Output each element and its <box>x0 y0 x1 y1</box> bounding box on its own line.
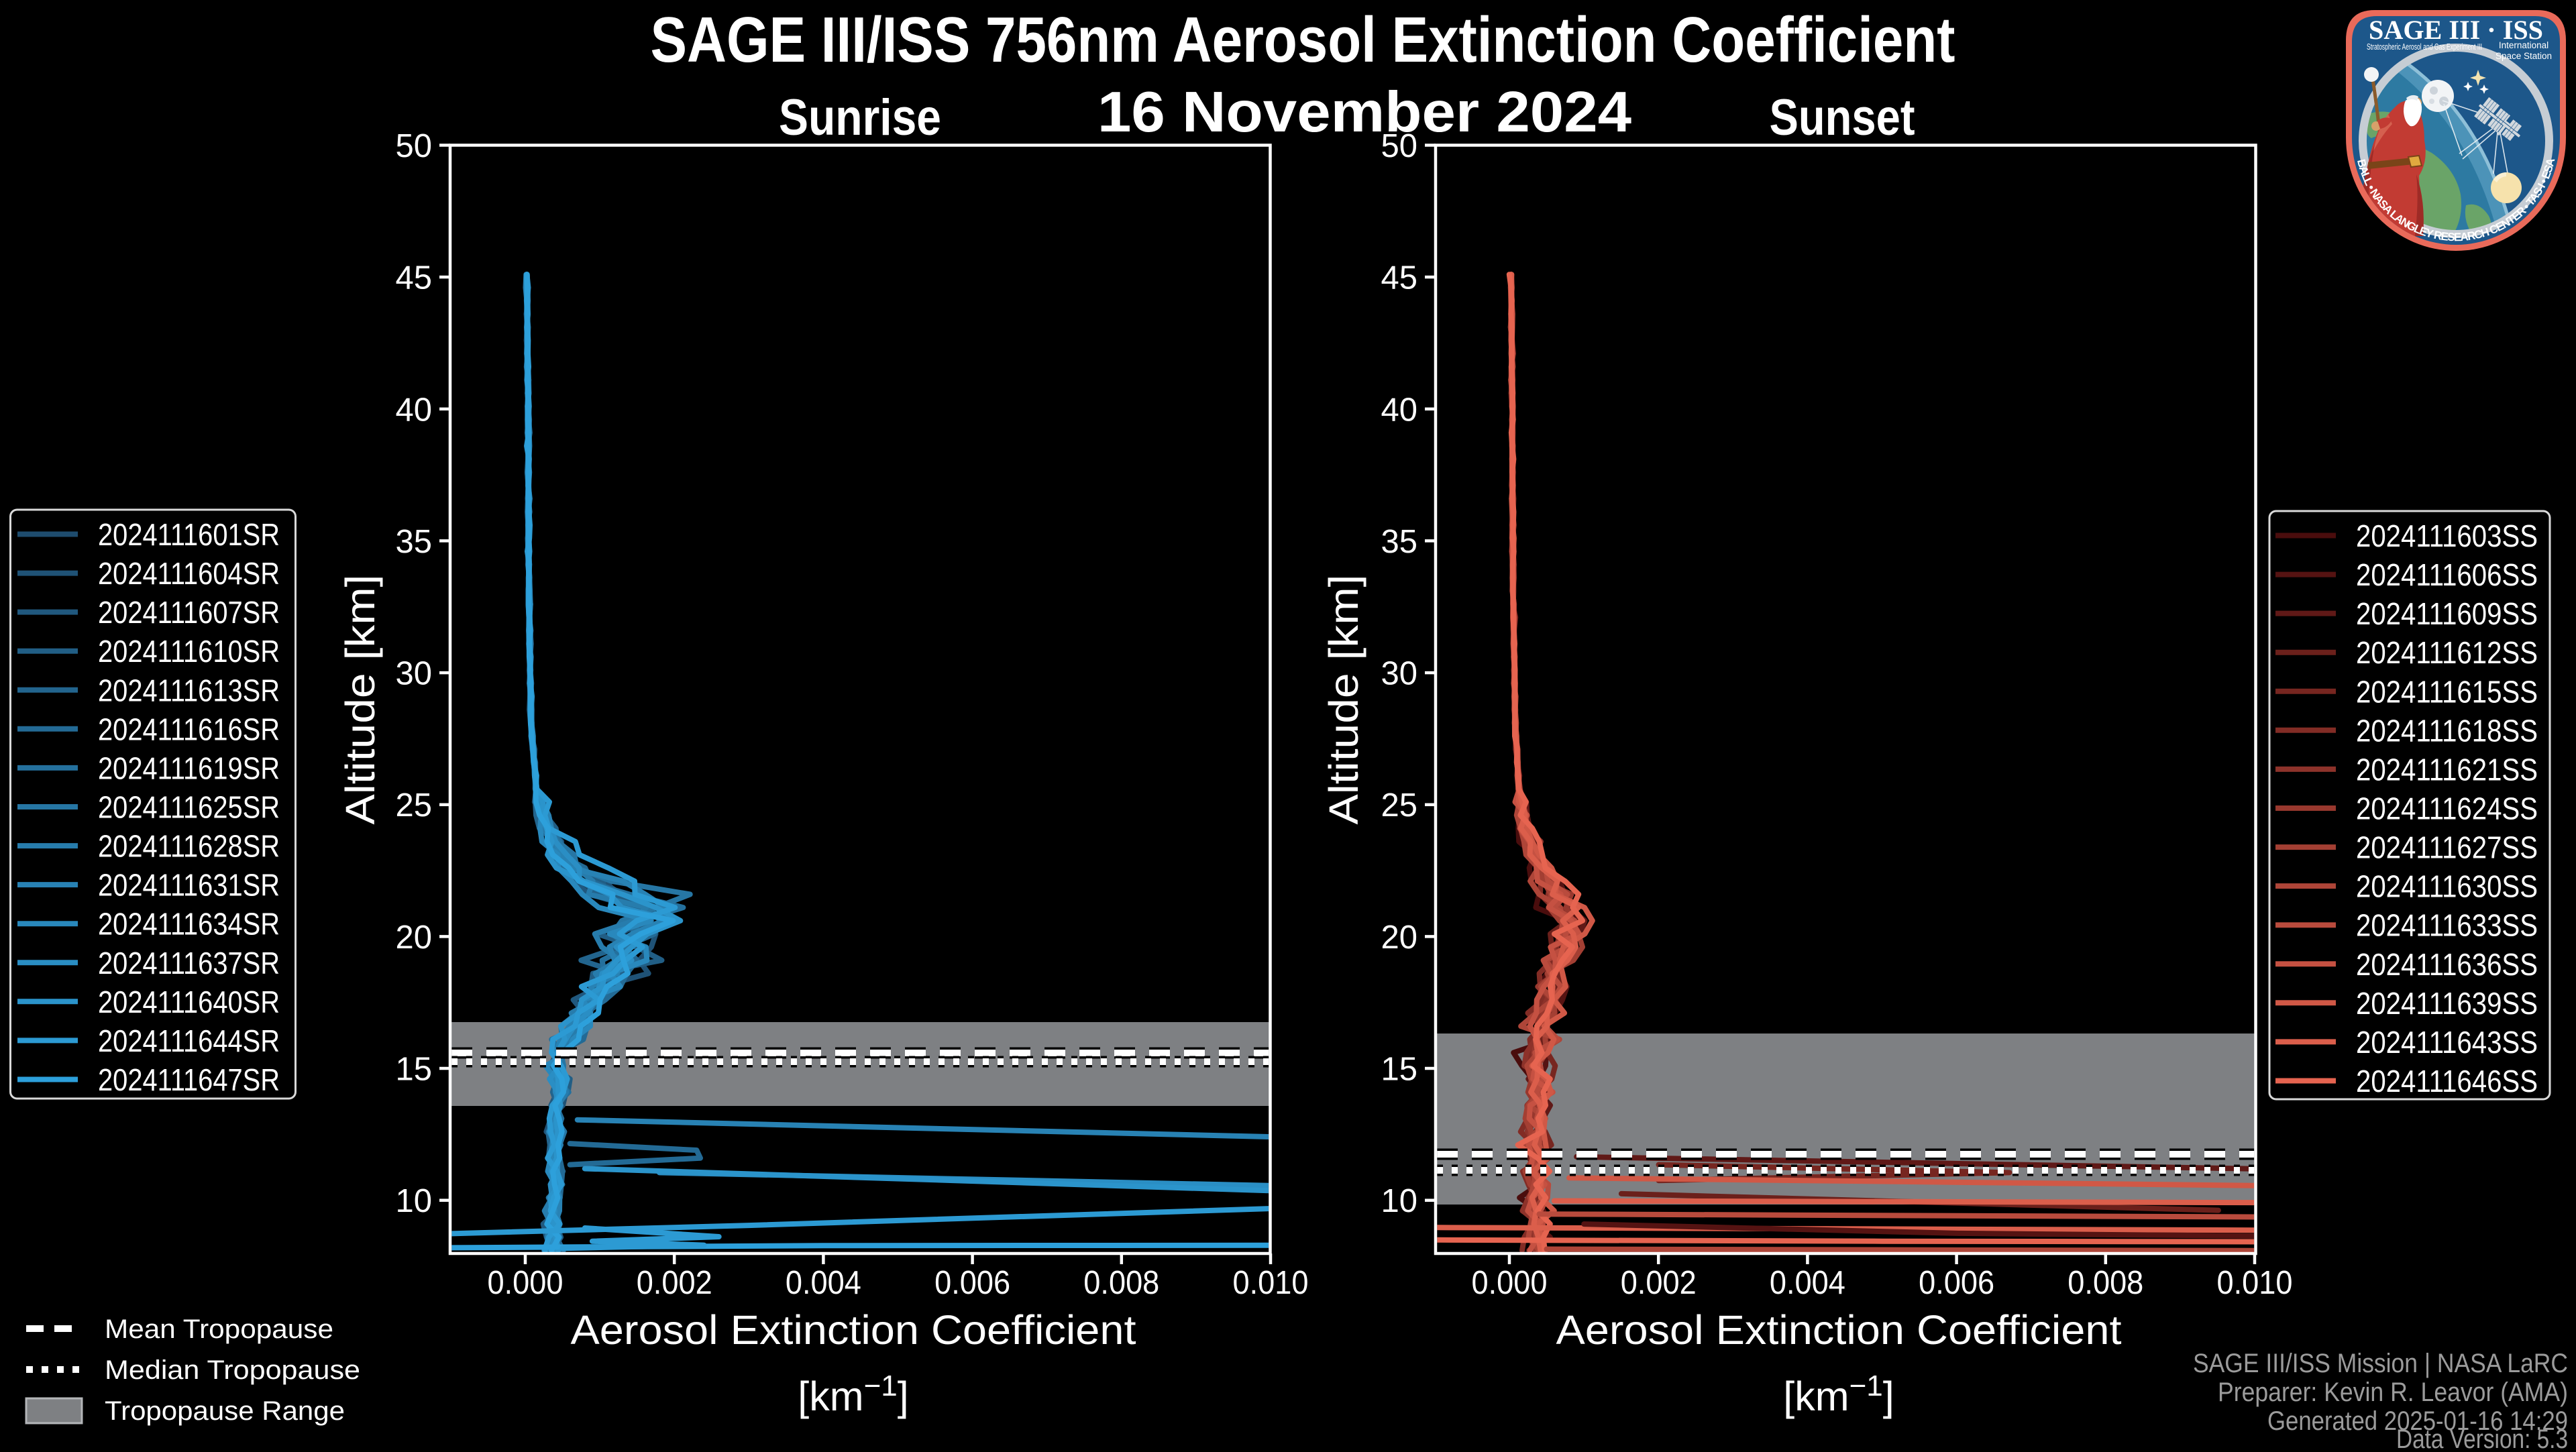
svg-text:Tropopause Range: Tropopause Range <box>105 1396 345 1426</box>
svg-text:50: 50 <box>1381 128 1417 164</box>
svg-text:0.002: 0.002 <box>1621 1265 1697 1301</box>
svg-text:40: 40 <box>395 392 432 428</box>
svg-text:Sunset: Sunset <box>1770 89 1915 146</box>
svg-text:2024111615SS: 2024111615SS <box>2356 674 2538 709</box>
svg-text:Stratospheric Aerosol and Gas: Stratospheric Aerosol and Gas Experiment… <box>2367 42 2482 52</box>
svg-text:2024111610SR: 2024111610SR <box>98 634 280 669</box>
svg-text:Space Station: Space Station <box>2496 51 2552 61</box>
svg-text:2024111603SS: 2024111603SS <box>2356 518 2538 553</box>
svg-text:Aerosol Extinction Coefficient: Aerosol Extinction Coefficient <box>1556 1307 2122 1353</box>
svg-text:2024111619SR: 2024111619SR <box>98 750 280 785</box>
svg-text:2024111604SR: 2024111604SR <box>98 556 280 591</box>
svg-text:0.002: 0.002 <box>637 1265 712 1301</box>
svg-text:0.004: 0.004 <box>786 1265 861 1301</box>
svg-text:30: 30 <box>1381 656 1417 692</box>
svg-text:Mean Tropopause: Mean Tropopause <box>105 1315 333 1344</box>
svg-text:2024111630SS: 2024111630SS <box>2356 869 2538 904</box>
svg-text:2024111612SS: 2024111612SS <box>2356 635 2538 670</box>
svg-text:0.000: 0.000 <box>1472 1265 1548 1301</box>
svg-text:International: International <box>2499 40 2548 50</box>
svg-text:2024111647SR: 2024111647SR <box>98 1062 280 1097</box>
svg-text:0.000: 0.000 <box>488 1265 564 1301</box>
svg-text:2024111627SS: 2024111627SS <box>2356 830 2538 865</box>
svg-text:Preparer: Kevin R. Leavor (AMA: Preparer: Kevin R. Leavor (AMA) <box>2218 1378 2568 1407</box>
svg-text:0.006: 0.006 <box>1919 1265 1994 1301</box>
svg-text:Generated 2025-01-16 14:29: Generated 2025-01-16 14:29 <box>2267 1406 2568 1436</box>
svg-text:2024111625SR: 2024111625SR <box>98 790 280 825</box>
svg-text:45: 45 <box>1381 260 1417 296</box>
svg-text:0.010: 0.010 <box>1233 1265 1309 1301</box>
svg-text:Data Version: 5.3: Data Version: 5.3 <box>2396 1425 2568 1449</box>
svg-text:2024111624SS: 2024111624SS <box>2356 791 2538 826</box>
svg-text:0.004: 0.004 <box>1770 1265 1845 1301</box>
svg-text:2024111607SR: 2024111607SR <box>98 595 280 630</box>
svg-text:Sunrise: Sunrise <box>779 89 941 146</box>
svg-text:25: 25 <box>395 787 432 824</box>
svg-text:2024111646SS: 2024111646SS <box>2356 1064 2538 1099</box>
svg-text:Altitude [km]: Altitude [km] <box>1321 575 1366 825</box>
svg-text:2024111606SS: 2024111606SS <box>2356 557 2538 592</box>
svg-text:10: 10 <box>395 1183 432 1219</box>
svg-text:SAGE III/ISS 756nm Aerosol Ext: SAGE III/ISS 756nm Aerosol Extinction Co… <box>651 4 1955 76</box>
svg-text:2024111643SS: 2024111643SS <box>2356 1025 2538 1060</box>
svg-text:25: 25 <box>1381 787 1417 824</box>
svg-text:2024111621SS: 2024111621SS <box>2356 752 2538 787</box>
svg-text:35: 35 <box>395 524 432 560</box>
svg-text:2024111616SR: 2024111616SR <box>98 712 280 746</box>
svg-text:45: 45 <box>395 260 432 296</box>
svg-text:15: 15 <box>395 1052 432 1088</box>
svg-text:2024111639SS: 2024111639SS <box>2356 986 2538 1021</box>
svg-text:2024111601SR: 2024111601SR <box>98 517 280 552</box>
svg-text:20: 20 <box>1381 919 1417 956</box>
svg-text:Median Tropopause: Median Tropopause <box>105 1355 360 1385</box>
svg-text:50: 50 <box>395 128 432 164</box>
svg-text:35: 35 <box>1381 524 1417 560</box>
svg-text:30: 30 <box>395 656 432 692</box>
svg-text:2024111631SR: 2024111631SR <box>98 868 280 903</box>
svg-text:0.010: 0.010 <box>2217 1265 2293 1301</box>
svg-text:2024111609SS: 2024111609SS <box>2356 596 2538 631</box>
svg-text:10: 10 <box>1381 1183 1417 1219</box>
svg-text:SAGE III · ISS: SAGE III · ISS <box>2369 15 2543 45</box>
svg-text:2024111640SR: 2024111640SR <box>98 985 280 1019</box>
svg-text:2024111613SR: 2024111613SR <box>98 673 280 708</box>
svg-text:2024111637SR: 2024111637SR <box>98 946 280 981</box>
svg-text:40: 40 <box>1381 392 1417 428</box>
svg-text:16 November 2024: 16 November 2024 <box>1097 80 1631 144</box>
svg-text:15: 15 <box>1381 1052 1417 1088</box>
svg-text:SAGE III/ISS Mission | NASA La: SAGE III/ISS Mission | NASA LaRC <box>2193 1349 2568 1378</box>
svg-text:20: 20 <box>395 919 432 956</box>
svg-text:Aerosol Extinction Coefficient: Aerosol Extinction Coefficient <box>571 1307 1136 1353</box>
svg-text:2024111618SS: 2024111618SS <box>2356 713 2538 748</box>
svg-text:2024111633SS: 2024111633SS <box>2356 908 2538 943</box>
svg-text:2024111636SS: 2024111636SS <box>2356 947 2538 982</box>
svg-text:0.008: 0.008 <box>1083 1265 1159 1301</box>
svg-text:2024111634SR: 2024111634SR <box>98 907 280 942</box>
svg-text:0.008: 0.008 <box>2068 1265 2143 1301</box>
svg-text:2024111628SR: 2024111628SR <box>98 829 280 864</box>
svg-text:2024111644SR: 2024111644SR <box>98 1023 280 1058</box>
svg-text:Altitude [km]: Altitude [km] <box>337 575 383 825</box>
svg-text:0.006: 0.006 <box>934 1265 1010 1301</box>
